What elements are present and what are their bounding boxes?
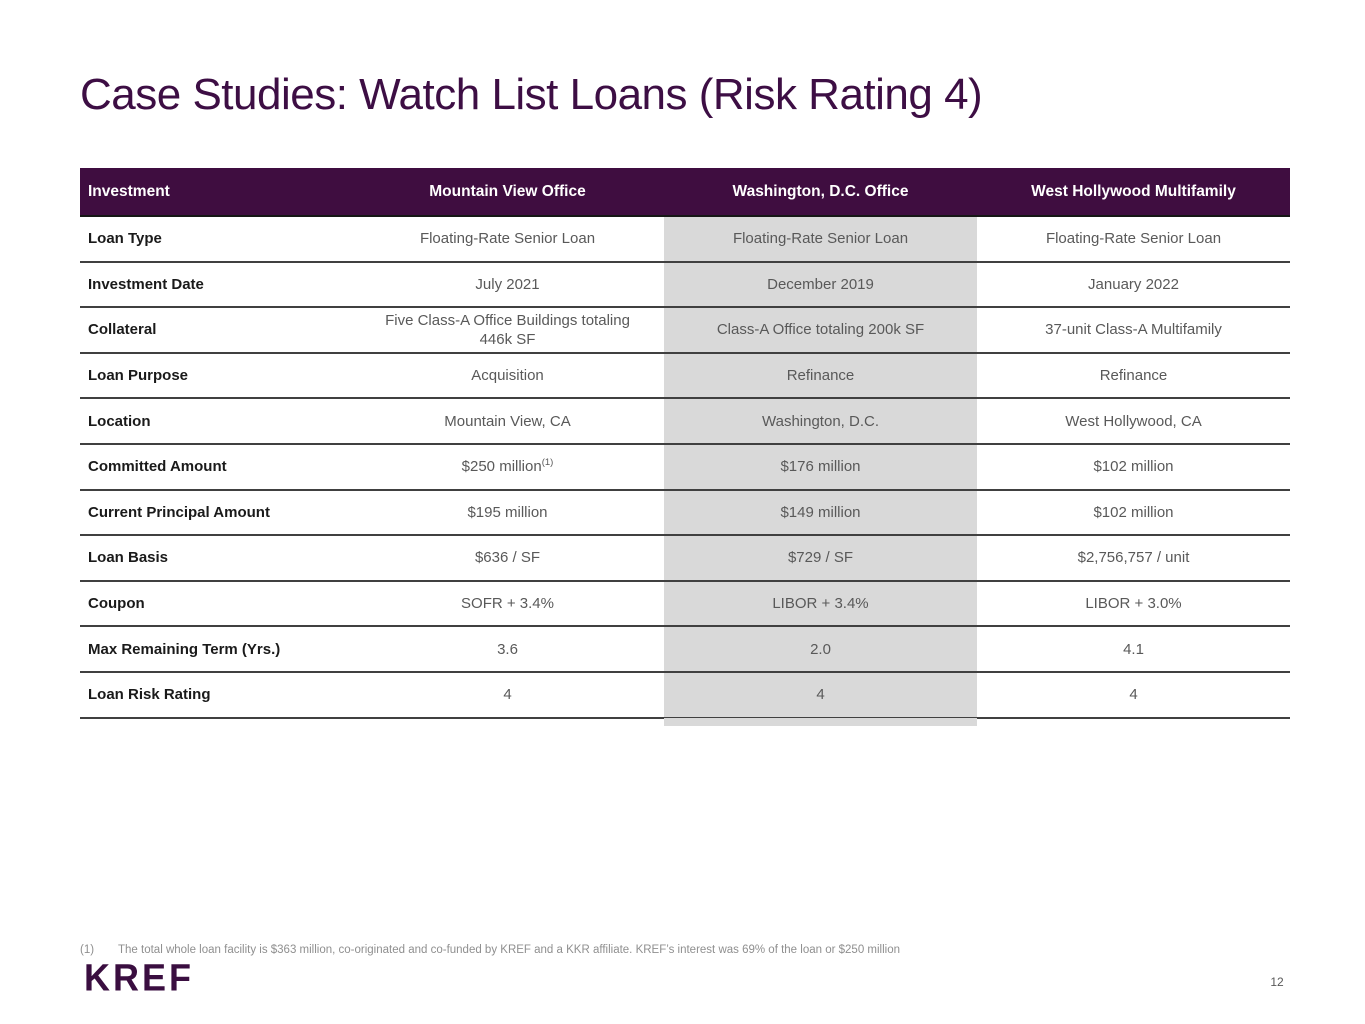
value-cell: $176 million (664, 444, 977, 491)
value-cell: SOFR + 3.4% (351, 582, 664, 628)
header-cell-column: West Hollywood Multifamily (977, 168, 1290, 217)
row-label: Current Principal Amount (80, 491, 351, 537)
value-cell: LIBOR + 3.0% (977, 582, 1290, 628)
row-label: Investment Date (80, 263, 351, 309)
value-cell: $102 million (977, 445, 1290, 491)
case-study-table: Investment Mountain View Office Washington… (80, 168, 1290, 719)
value-cell: $250 million(1) (351, 445, 664, 491)
value-cell: West Hollywood, CA (977, 399, 1290, 445)
value-cell: 2.0 (664, 627, 977, 673)
value-cell: Floating-Rate Senior Loan (664, 217, 977, 263)
value-cell: $636 / SF (351, 536, 664, 582)
value-cell: Five Class-A Office Buildings totaling 4… (351, 308, 664, 354)
highlight-column-extension (664, 718, 977, 726)
slide-title: Case Studies: Watch List Loans (Risk Rat… (80, 70, 983, 119)
header-cell-investment: Investment (80, 168, 351, 217)
value-cell: 4 (977, 673, 1290, 719)
row-label: Max Remaining Term (Yrs.) (80, 627, 351, 673)
value-cell: $102 million (977, 491, 1290, 537)
header-cell-column: Mountain View Office (351, 168, 664, 217)
value-cell: $2,756,757 / unit (977, 536, 1290, 582)
value-cell: Floating-Rate Senior Loan (351, 217, 664, 263)
value-cell: July 2021 (351, 263, 664, 309)
row-label: Committed Amount (80, 445, 351, 491)
value-cell: Floating-Rate Senior Loan (977, 217, 1290, 263)
header-cell-column: Washington, D.C. Office (664, 168, 977, 217)
value-cell: $729 / SF (664, 536, 977, 582)
footnote-marker: (1) (80, 944, 95, 956)
kref-logo: KREF (84, 956, 194, 1000)
value-cell: December 2019 (664, 262, 977, 309)
row-label: Loan Risk Rating (80, 673, 351, 719)
value-cell: 4 (351, 673, 664, 719)
footnote: (1) The total whole loan facility is $36… (80, 944, 1080, 957)
value-cell: January 2022 (977, 263, 1290, 309)
value-cell: 37-unit Class-A Multifamily (977, 308, 1290, 354)
value-cell: Class-A Office totaling 200k SF (664, 308, 977, 354)
value-cell: Refinance (977, 354, 1290, 400)
value-cell: 4.1 (977, 627, 1290, 673)
row-label: Collateral (80, 308, 351, 354)
value-cell: 3.6 (351, 627, 664, 673)
value-cell: 4 (664, 672, 977, 719)
row-label: Loan Basis (80, 536, 351, 582)
row-label: Loan Type (80, 217, 351, 263)
row-label: Location (80, 399, 351, 445)
value-cell: $149 million (664, 490, 977, 537)
footnote-text: The total whole loan facility is $363 mi… (118, 944, 900, 956)
value-cell: Acquisition (351, 354, 664, 400)
value-cell: Mountain View, CA (351, 399, 664, 445)
row-label: Loan Purpose (80, 354, 351, 400)
value-cell: $195 million (351, 491, 664, 537)
value-cell: Refinance (664, 353, 977, 400)
footnote-ref: (1) (541, 457, 554, 469)
value-cell: LIBOR + 3.4% (664, 581, 977, 628)
value-cell: Washington, D.C. (664, 399, 977, 445)
page-number: 12 (1270, 975, 1284, 989)
row-label: Coupon (80, 582, 351, 628)
